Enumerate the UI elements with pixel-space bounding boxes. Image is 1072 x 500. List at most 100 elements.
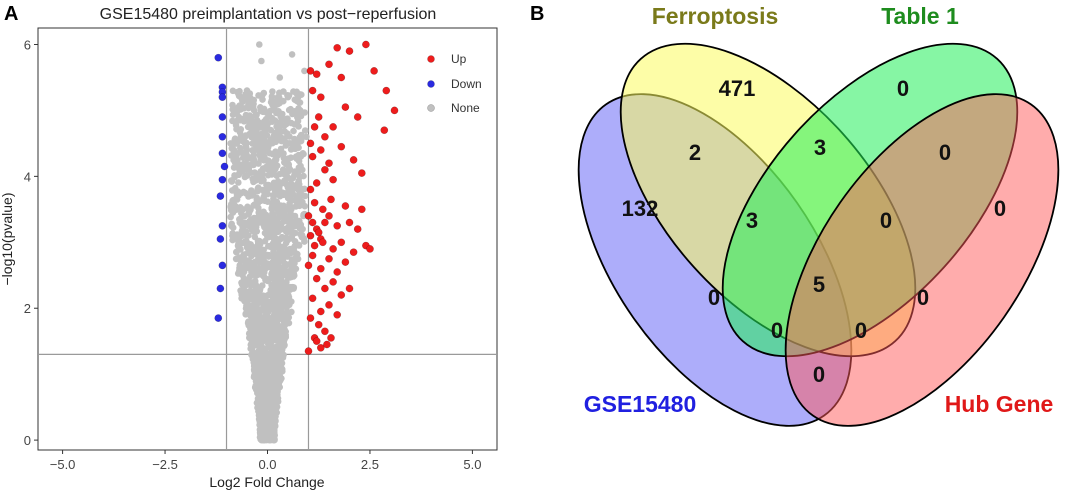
count-ferroptosis-table1: 3 (814, 135, 826, 160)
count-all-four: 5 (813, 272, 825, 297)
point-none (278, 308, 286, 316)
panel-a-letter: A (4, 3, 18, 25)
point-none (239, 166, 247, 174)
point-none (275, 93, 283, 101)
point-none (264, 233, 272, 240)
point-none (254, 305, 262, 313)
point-none (297, 221, 304, 229)
point-none (240, 105, 248, 112)
point-up (341, 202, 350, 210)
set-label-gse15480: GSE15480 (584, 391, 697, 417)
point-up (333, 310, 342, 319)
point-none (255, 41, 263, 48)
point-none (235, 179, 242, 186)
count-gse15480-hub-gene: 0 (813, 362, 825, 387)
point-none (274, 124, 282, 132)
point-none (253, 265, 261, 272)
point-none (276, 133, 284, 141)
point-none (295, 123, 302, 130)
point-up (308, 294, 317, 303)
point-none (250, 227, 257, 234)
point-none (284, 213, 292, 221)
point-none (284, 130, 291, 137)
point-none (273, 172, 281, 179)
point-none (280, 202, 287, 210)
point-none (268, 93, 276, 100)
point-none (247, 154, 255, 162)
point-none (274, 388, 281, 396)
x-axis-label: Log2 Fold Change (209, 474, 324, 490)
point-none (294, 180, 301, 188)
point-none (290, 109, 298, 117)
point-up (310, 241, 319, 250)
point-none (275, 313, 283, 321)
point-up (314, 228, 323, 237)
point-none (285, 155, 292, 162)
legend-none-label: None (451, 101, 480, 115)
point-up (306, 67, 315, 75)
point-none (257, 153, 264, 160)
point-up (325, 159, 333, 168)
point-up (349, 156, 358, 164)
point-up (380, 126, 389, 135)
point-up (345, 284, 354, 293)
count-ferroptosis-hub-gene: 0 (917, 285, 929, 310)
point-none (237, 246, 244, 253)
point-up (337, 73, 346, 82)
point-up (366, 245, 374, 253)
point-none (262, 115, 270, 123)
legend-none-marker (427, 104, 435, 112)
point-none (263, 381, 270, 388)
point-up (314, 113, 323, 121)
point-up (325, 301, 333, 309)
point-none (269, 88, 276, 95)
point-none (251, 384, 259, 391)
point-up (308, 251, 317, 260)
point-none (284, 160, 292, 167)
point-up (327, 195, 335, 204)
point-down (218, 93, 227, 102)
x-tick-label: −5.0 (50, 457, 76, 472)
point-up (323, 340, 331, 349)
point-none (261, 319, 269, 326)
point-none (301, 67, 308, 75)
point-up (353, 113, 362, 121)
point-up (306, 314, 315, 322)
point-none (256, 119, 264, 127)
point-none (277, 276, 285, 284)
point-up (341, 103, 350, 111)
volcano-points (214, 40, 399, 444)
x-axis-ticks: −5.0 −2.5 0.0 2.5 5.0 (50, 450, 481, 472)
point-up (333, 268, 342, 276)
point-none (236, 216, 243, 223)
point-none (290, 285, 297, 292)
point-none (255, 92, 262, 99)
count-gse15480-only: 132 (622, 196, 659, 221)
point-none (263, 181, 270, 189)
point-none (293, 217, 301, 224)
point-none (241, 173, 249, 181)
point-up (345, 47, 354, 55)
point-up (349, 248, 358, 257)
point-up (304, 212, 313, 220)
point-none (267, 316, 274, 323)
point-up (325, 254, 333, 263)
point-up (318, 205, 327, 214)
count-ferroptosis-table1-hub-gene: 0 (880, 208, 892, 233)
point-none (297, 107, 304, 114)
point-none (271, 117, 279, 124)
point-none (290, 127, 297, 135)
point-none (283, 236, 290, 244)
point-down (218, 261, 227, 270)
point-none (233, 125, 240, 133)
point-none (269, 335, 277, 342)
point-none (235, 113, 243, 121)
point-none (247, 241, 254, 248)
point-up (316, 146, 325, 154)
point-none (291, 229, 299, 237)
set-label-table1: Table 1 (881, 3, 959, 29)
point-none (267, 424, 275, 432)
point-down (216, 235, 225, 243)
point-up (329, 245, 337, 253)
point-none (286, 166, 294, 173)
